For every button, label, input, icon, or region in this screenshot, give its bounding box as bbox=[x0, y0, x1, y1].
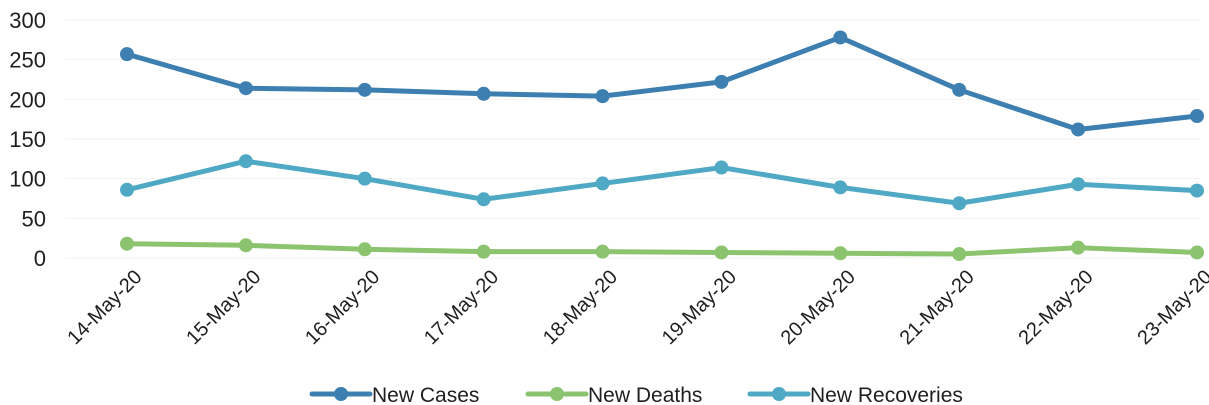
legend-swatch-marker bbox=[334, 387, 348, 401]
data-point-new-cases bbox=[120, 47, 134, 62]
y-tick-label: 0 bbox=[34, 246, 46, 271]
x-tick-label: 14-May-20 bbox=[63, 266, 146, 349]
data-point-new-deaths bbox=[714, 245, 729, 260]
x-tick-label: 23-May-20 bbox=[1133, 266, 1209, 349]
data-point-new-cases bbox=[714, 74, 729, 89]
y-tick-label: 250 bbox=[9, 48, 46, 73]
series-line-new-deaths bbox=[124, 241, 1200, 257]
legend-label: New Recoveries bbox=[810, 384, 963, 405]
data-point-new-deaths bbox=[1071, 240, 1086, 255]
gridlines bbox=[65, 19, 1200, 259]
data-point-new-cases bbox=[1071, 122, 1086, 137]
y-tick-label: 50 bbox=[22, 206, 46, 231]
x-axis: 14-May-20 15-May-20 16-May-20 17-May-20 18-M… bbox=[63, 266, 1209, 349]
y-tick-label: 150 bbox=[9, 127, 46, 152]
legend-label: New Cases bbox=[372, 384, 479, 405]
data-point-new-cases bbox=[1190, 108, 1204, 123]
data-point-new-cases bbox=[595, 89, 610, 104]
data-point-new-recoveries bbox=[476, 192, 491, 207]
data-point-new-recoveries bbox=[1071, 177, 1086, 192]
legend-item-new-recoveries: New Recoveries bbox=[747, 384, 963, 405]
data-point-new-deaths bbox=[833, 246, 848, 261]
data-point-new-deaths bbox=[238, 238, 253, 253]
data-point-new-recoveries bbox=[952, 196, 967, 211]
x-tick-label: 18-May-20 bbox=[539, 266, 622, 349]
data-point-new-cases bbox=[357, 82, 372, 97]
legend-swatch-marker bbox=[550, 387, 564, 401]
y-axis: 0 50 100 150 200 250 300 bbox=[9, 8, 46, 271]
data-point-new-recoveries bbox=[357, 171, 372, 186]
x-tick-label: 22-May-20 bbox=[1014, 266, 1097, 349]
series-new-deaths bbox=[120, 236, 1204, 262]
data-point-new-recoveries bbox=[714, 160, 729, 175]
series-line-new-recoveries bbox=[124, 158, 1200, 206]
series-new-recoveries bbox=[120, 154, 1204, 211]
data-point-new-cases bbox=[238, 81, 253, 96]
x-tick-label: 19-May-20 bbox=[658, 266, 741, 349]
data-point-new-deaths bbox=[357, 242, 372, 257]
y-tick-label: 100 bbox=[9, 167, 46, 192]
legend-swatch-marker bbox=[772, 387, 786, 401]
x-tick-label: 15-May-20 bbox=[182, 266, 265, 349]
data-point-new-deaths bbox=[595, 244, 610, 259]
series-new-cases bbox=[120, 30, 1204, 137]
series-lines bbox=[120, 30, 1204, 262]
y-tick-label: 200 bbox=[9, 87, 46, 112]
legend: New Cases New Deaths New Recoveries bbox=[309, 384, 963, 405]
data-point-new-cases bbox=[476, 86, 491, 101]
x-tick-label: 16-May-20 bbox=[301, 266, 384, 349]
data-point-new-deaths bbox=[476, 244, 491, 259]
x-tick-label: 17-May-20 bbox=[420, 266, 503, 349]
legend-item-new-deaths: New Deaths bbox=[525, 384, 702, 405]
series-line-new-cases bbox=[124, 34, 1200, 132]
data-point-new-deaths bbox=[120, 236, 134, 251]
x-tick-label: 21-May-20 bbox=[896, 266, 979, 349]
data-point-new-recoveries bbox=[238, 154, 253, 169]
legend-label: New Deaths bbox=[588, 384, 702, 405]
data-point-new-recoveries bbox=[833, 180, 848, 195]
data-point-new-recoveries bbox=[595, 176, 610, 191]
y-tick-label: 300 bbox=[9, 8, 46, 33]
x-tick-label: 20-May-20 bbox=[777, 266, 860, 349]
data-point-new-recoveries bbox=[120, 182, 134, 197]
legend-item-new-cases: New Cases bbox=[309, 384, 479, 405]
data-point-new-deaths bbox=[1190, 245, 1204, 260]
data-point-new-deaths bbox=[952, 247, 967, 262]
data-point-new-cases bbox=[833, 30, 848, 45]
data-point-new-cases bbox=[952, 82, 967, 97]
data-point-new-recoveries bbox=[1190, 183, 1204, 198]
